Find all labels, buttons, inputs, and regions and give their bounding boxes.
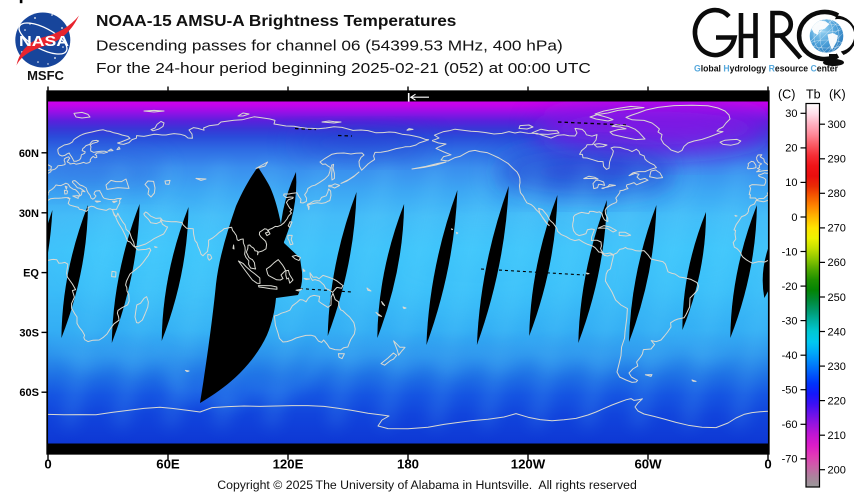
svg-text:30N: 30N xyxy=(19,208,39,220)
svg-text:20: 20 xyxy=(785,143,797,155)
svg-text:290: 290 xyxy=(828,154,846,166)
svg-text:Copyright © 2025 The Universit: Copyright © 2025 The University of Alaba… xyxy=(217,478,637,492)
svg-text:30S: 30S xyxy=(19,327,39,339)
svg-text:NASA: NASA xyxy=(19,33,69,50)
svg-text:Global Hydrology Resource Cent: Global Hydrology Resource Center xyxy=(694,64,839,74)
svg-text:240: 240 xyxy=(828,326,846,338)
svg-text:-70: -70 xyxy=(782,454,798,466)
svg-text:NOAA-15 AMSU-A Brightness Temp: NOAA-15 AMSU-A Brightness Temperatures xyxy=(96,13,457,30)
svg-text:-60: -60 xyxy=(782,419,798,431)
svg-text:120E: 120E xyxy=(273,456,304,471)
svg-text:210: 210 xyxy=(828,430,846,442)
svg-text:-40: -40 xyxy=(782,350,798,362)
svg-text:MSFC: MSFC xyxy=(27,68,64,83)
svg-text:-50: -50 xyxy=(782,385,798,397)
svg-text:270: 270 xyxy=(828,223,846,235)
svg-text:0: 0 xyxy=(791,212,797,224)
svg-text:30: 30 xyxy=(785,108,797,120)
svg-text:EQ: EQ xyxy=(23,268,39,280)
svg-text:Tb: Tb xyxy=(806,88,821,102)
svg-text:Descending passes for channel: Descending passes for channel 06 (54399.… xyxy=(96,39,563,55)
svg-text:60E: 60E xyxy=(156,456,180,471)
svg-text:280: 280 xyxy=(828,188,846,200)
svg-text:-30: -30 xyxy=(782,315,798,327)
svg-text:10: 10 xyxy=(785,177,797,189)
svg-text:200: 200 xyxy=(828,465,846,477)
svg-text:0: 0 xyxy=(764,456,771,471)
svg-text:For the 24-hour period beginni: For the 24-hour period beginning 2025-02… xyxy=(96,61,591,77)
svg-text:220: 220 xyxy=(828,395,846,407)
svg-text:-10: -10 xyxy=(782,246,798,258)
svg-text:180: 180 xyxy=(397,456,419,471)
svg-text:260: 260 xyxy=(828,257,846,269)
svg-text:60N: 60N xyxy=(19,148,39,160)
svg-text:250: 250 xyxy=(828,292,846,304)
svg-text:(K): (K) xyxy=(829,88,846,102)
svg-text:230: 230 xyxy=(828,361,846,373)
svg-text:-20: -20 xyxy=(782,281,798,293)
svg-text:300: 300 xyxy=(828,119,846,131)
svg-text:60W: 60W xyxy=(634,456,662,471)
svg-text:120W: 120W xyxy=(511,456,546,471)
svg-text:0: 0 xyxy=(44,456,51,471)
svg-text:60S: 60S xyxy=(19,387,39,399)
svg-text:(C): (C) xyxy=(778,88,795,102)
